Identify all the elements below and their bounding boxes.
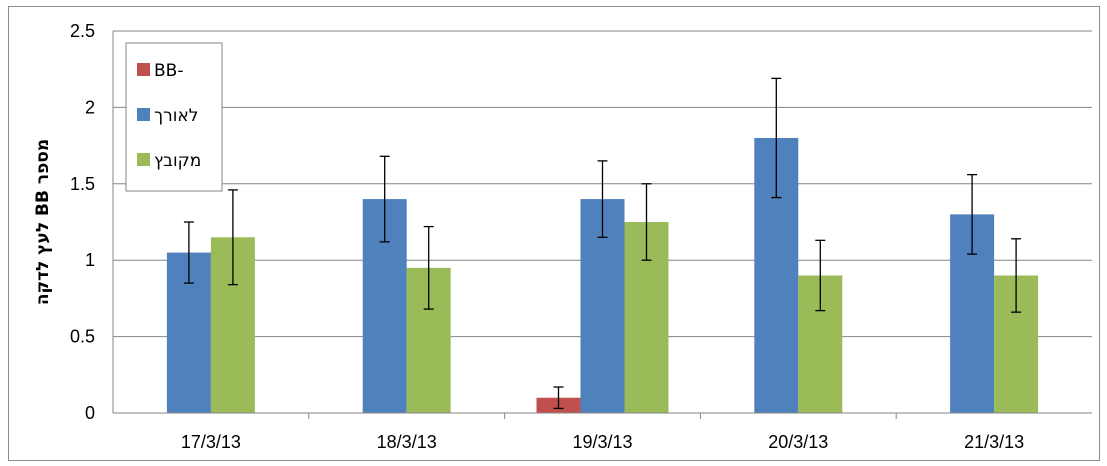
y-tick-label: 0 xyxy=(85,403,95,423)
x-tick-label: 18/3/13 xyxy=(377,432,437,452)
y-tick-label: 1.5 xyxy=(70,174,95,194)
y-axis-label: מספר BB לעץ לדקה xyxy=(33,139,53,305)
legend-label: BB- xyxy=(154,61,183,81)
bars xyxy=(166,137,1039,413)
x-tick-label: 19/3/13 xyxy=(572,432,632,452)
error-bars xyxy=(183,77,1022,410)
x-tick-label: 20/3/13 xyxy=(768,432,828,452)
x-tick-label: 21/3/13 xyxy=(964,432,1024,452)
legend-swatch xyxy=(137,153,150,166)
legend-swatch xyxy=(137,63,150,76)
x-tick-label: 17/3/13 xyxy=(181,432,241,452)
y-tick-label: 2.5 xyxy=(70,21,95,41)
y-tick-label: 2 xyxy=(85,97,95,117)
legend: BB- לאורך מקובץ xyxy=(125,42,223,192)
legend-label: לאורך xyxy=(154,106,198,126)
y-tick-label: 1 xyxy=(85,250,95,270)
legend-label: מקובץ xyxy=(154,151,201,171)
legend-swatch xyxy=(137,108,150,121)
y-tick-label: 0.5 xyxy=(70,327,95,347)
axes: 0 0.5 1 1.5 2 2.5 17/3/13 18/3/13 19/3/13 20/3/13… xyxy=(70,21,1092,452)
